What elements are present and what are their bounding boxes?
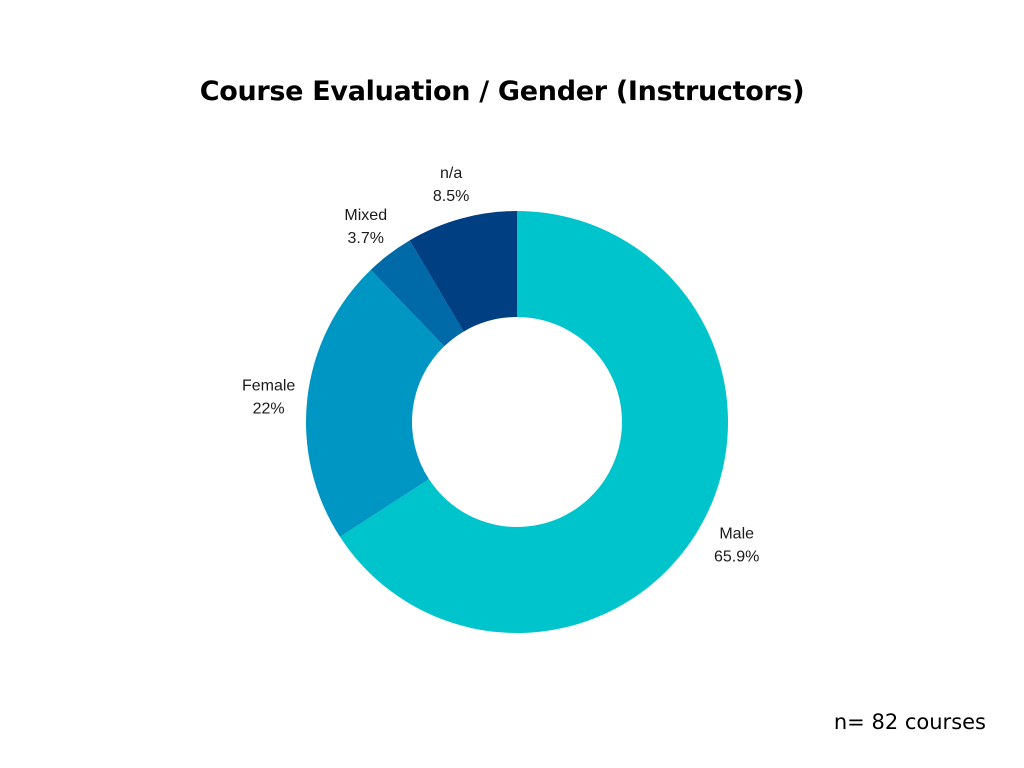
sample-size-note: n= 82 courses (833, 710, 986, 734)
chart-title: Course Evaluation / Gender (Instructors) (199, 76, 805, 107)
slice-mixed (370, 240, 464, 347)
slice-label-mixed: Mixed 3.7% (344, 207, 387, 247)
slice-category-label: n/a (440, 165, 462, 182)
slice-male (340, 211, 728, 633)
slice-label-female: Female 22% (242, 377, 295, 417)
slice-category-label: Mixed (344, 207, 387, 224)
slice-value-label: 8.5% (433, 188, 469, 205)
slice-category-label: Male (719, 525, 754, 542)
slice-label-male: Male 65.9% (714, 525, 759, 565)
slice-value-label: 65.9% (714, 548, 759, 565)
slice-female (305, 269, 445, 537)
slice-label-n-a: n/a 8.5% (433, 165, 469, 205)
slice-value-label: 3.7% (348, 230, 384, 247)
slices-layer (305, 211, 728, 633)
labels-layer: Male 65.9% Female 22% Mixed 3.7% n/a 8.5% (242, 165, 759, 565)
slice-n-a (409, 211, 517, 332)
slice-value-label: 22% (253, 400, 285, 417)
slice-category-label: Female (242, 377, 295, 394)
